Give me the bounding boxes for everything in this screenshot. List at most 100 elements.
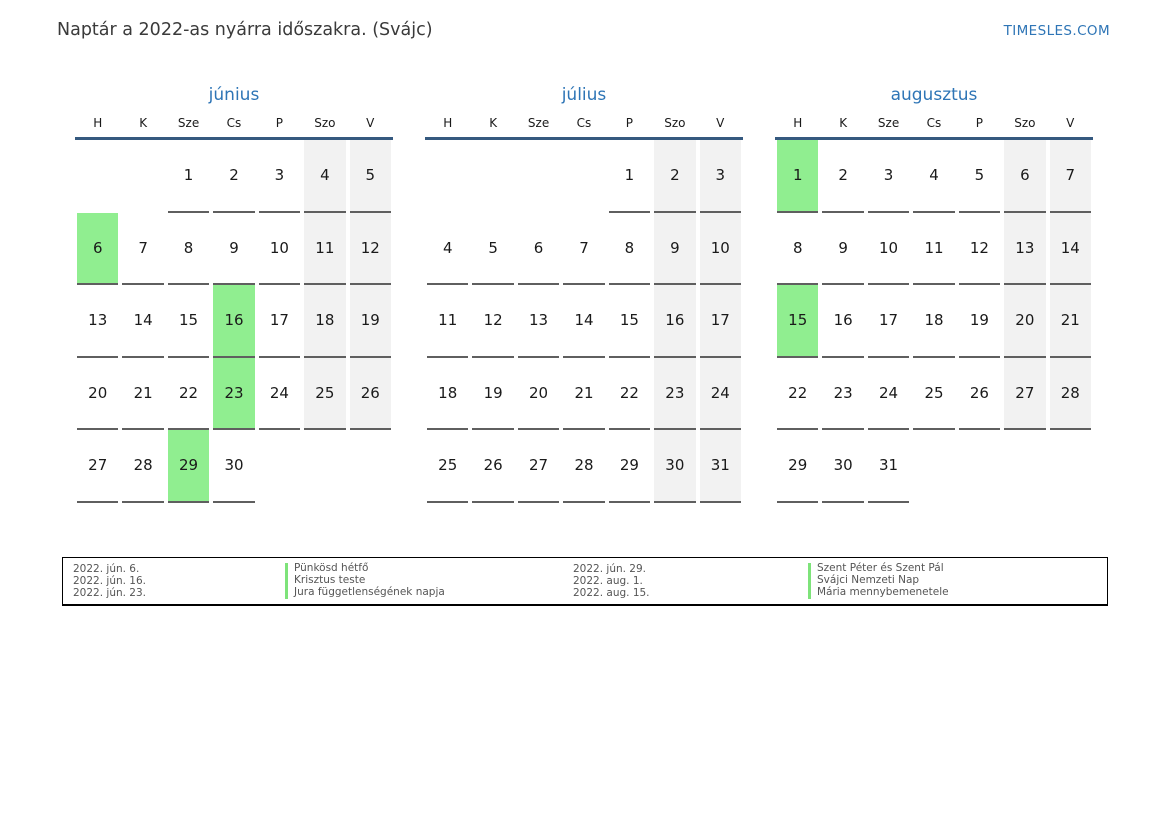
- day-cell: 18: [302, 285, 347, 358]
- day-cell: 13: [1002, 212, 1047, 285]
- day-number: 20: [517, 358, 560, 430]
- day-cell: 5: [470, 213, 515, 285]
- day-cell: 5: [957, 140, 1002, 213]
- day-number: 11: [913, 213, 955, 285]
- brand-link[interactable]: TIMESLES.COM: [1003, 23, 1110, 39]
- day-cell: 20: [1002, 285, 1047, 358]
- day-cell: 14: [120, 285, 165, 358]
- empty-cell: [561, 140, 606, 213]
- day-cell: 1: [166, 140, 211, 213]
- weekday-label: Sze: [527, 116, 550, 130]
- day-number: 6: [517, 213, 560, 285]
- day-cell: 21: [561, 358, 606, 430]
- day-cell: 17: [257, 285, 302, 358]
- weekday-label: P: [625, 116, 634, 130]
- day-cell: 11: [302, 212, 347, 285]
- day-number: 10: [258, 213, 301, 285]
- weekday-label: Sze: [177, 116, 200, 130]
- day-cell: 26: [348, 357, 393, 430]
- day-number: 18: [427, 358, 469, 430]
- day-number: 12: [349, 212, 391, 285]
- legend-holiday-name: Svájci Nemzeti Nap: [808, 575, 1097, 587]
- day-number: [959, 430, 1000, 503]
- day-cell: 27: [75, 430, 120, 503]
- day-cell: 13: [75, 285, 120, 358]
- day-number: 17: [258, 285, 301, 358]
- day-cell: 16: [820, 285, 865, 358]
- day-number: [1050, 430, 1091, 503]
- day-cell: 19: [470, 358, 515, 430]
- weekday-label: P: [275, 116, 284, 130]
- day-number: 28: [1049, 357, 1091, 430]
- day-number: 6: [77, 212, 119, 285]
- legend-date: 2022. aug. 15.: [573, 587, 650, 599]
- day-number: 29: [777, 430, 819, 503]
- day-number: 7: [122, 213, 164, 285]
- day-cell: 29: [607, 430, 652, 503]
- day-cell: 22: [775, 358, 820, 430]
- day-number: 7: [1049, 140, 1091, 213]
- day-number: 1: [167, 140, 210, 213]
- day-number: 12: [958, 213, 1001, 285]
- day-cell: 5: [348, 140, 393, 213]
- day-number: 17: [699, 285, 741, 358]
- day-cell: 9: [211, 213, 256, 285]
- day-cell: 14: [1048, 212, 1093, 285]
- day-number: 26: [349, 357, 391, 430]
- day-number: 10: [867, 213, 910, 285]
- day-number: 23: [822, 358, 864, 430]
- legend-date: 2022. jún. 29.: [573, 563, 646, 575]
- day-number: 25: [913, 358, 955, 430]
- empty-cell: [348, 430, 393, 503]
- weekday-label: H: [793, 116, 803, 130]
- day-number: [304, 430, 345, 503]
- day-number: [1004, 430, 1045, 503]
- day-cell: 25: [911, 358, 956, 430]
- calendar-grid: 1 2 3 4 5 6 7 8 9 10 11 12 13 14 15 16 17 18 19 20 21 22 23 24 2…: [425, 140, 743, 503]
- day-number: 2: [213, 140, 255, 213]
- day-cell: 10: [257, 213, 302, 285]
- empty-cell: [120, 140, 165, 213]
- day-cell: 30: [652, 430, 697, 503]
- day-number: 18: [913, 285, 955, 358]
- day-cell: 24: [257, 358, 302, 430]
- day-number: 16: [822, 285, 864, 358]
- day-number: 22: [777, 358, 819, 430]
- day-cell: 10: [866, 213, 911, 285]
- day-number: 6: [1004, 140, 1046, 213]
- day-cell: 15: [166, 285, 211, 358]
- legend-date: 2022. jún. 16.: [73, 575, 146, 587]
- weekday-label: Sze: [877, 116, 900, 130]
- day-number: 22: [608, 358, 651, 430]
- empty-cell: [425, 140, 470, 213]
- day-cell: 8: [607, 213, 652, 285]
- day-number: 16: [213, 285, 255, 358]
- day-number: 13: [77, 285, 119, 358]
- day-cell: 6: [516, 213, 561, 285]
- day-cell: 6: [75, 212, 120, 285]
- day-number: 9: [654, 212, 696, 285]
- day-number: 16: [654, 285, 696, 358]
- day-number: 12: [472, 285, 514, 358]
- day-cell: 14: [561, 285, 606, 358]
- day-cell: 21: [1048, 285, 1093, 358]
- day-cell: 26: [470, 430, 515, 503]
- day-cell: 24: [698, 357, 743, 430]
- day-cell: 16: [211, 285, 256, 358]
- day-cell: 31: [866, 430, 911, 503]
- day-number: 20: [77, 358, 119, 430]
- day-number: 14: [122, 285, 164, 358]
- day-number: 25: [304, 357, 346, 430]
- day-number: 11: [304, 212, 346, 285]
- day-number: 31: [699, 430, 741, 503]
- day-number: 11: [427, 285, 469, 358]
- weekday-label: K: [489, 116, 498, 130]
- legend-date: 2022. jún. 6.: [73, 563, 140, 575]
- weekday-label: H: [93, 116, 103, 130]
- day-number: 3: [258, 140, 301, 213]
- day-cell: 25: [302, 357, 347, 430]
- page-title: Naptár a 2022-as nyárra időszakra. (Sváj…: [57, 20, 433, 40]
- day-cell: 7: [120, 213, 165, 285]
- day-number: 8: [777, 213, 819, 285]
- day-cell: 30: [820, 430, 865, 503]
